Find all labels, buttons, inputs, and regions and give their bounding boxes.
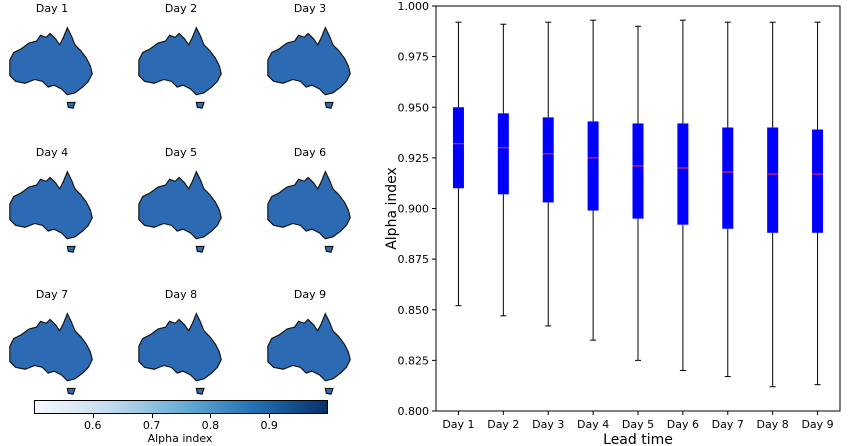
tasmania bbox=[66, 387, 76, 395]
map-title-9: Day 9 bbox=[293, 288, 327, 301]
colorbar-tick-label: 0.9 bbox=[260, 419, 278, 432]
box-iqr bbox=[542, 117, 554, 203]
y-tick-label: 0.825 bbox=[398, 354, 430, 367]
y-axis-label: Alpha index bbox=[384, 167, 400, 250]
x-axis-label: Lead time bbox=[603, 432, 673, 446]
boxplot-chart: 0.800 0.825 0.850 0.875 0.900 0.925 0.950 0.975… bbox=[384, 0, 841, 446]
map-title-7: Day 7 bbox=[35, 288, 69, 301]
tasmania bbox=[66, 101, 76, 109]
y-tick-label: 0.975 bbox=[398, 51, 430, 64]
tasmania bbox=[324, 101, 334, 109]
colorbar-tick-mark bbox=[210, 414, 212, 418]
tasmania bbox=[195, 245, 205, 253]
x-tick-label: Day 1 bbox=[442, 418, 474, 431]
colorbar-tick-label: 0.8 bbox=[201, 419, 220, 432]
mainland bbox=[138, 312, 222, 382]
colorbar bbox=[34, 400, 328, 414]
x-tick-label: Day 7 bbox=[712, 418, 744, 431]
australia-map-6 bbox=[267, 170, 351, 253]
box-iqr bbox=[722, 127, 734, 229]
box-iqr bbox=[812, 129, 824, 233]
box-iqr bbox=[767, 127, 779, 233]
y-tick-label: 0.875 bbox=[398, 253, 430, 266]
colorbar-tick-mark bbox=[151, 414, 153, 418]
maps-panel: Day 1 Day 2 Day 3 Day 4 Day 5 Day 6 Day 7 Day 8… bbox=[0, 0, 390, 446]
mainland bbox=[267, 170, 351, 240]
colorbar-tick-label: 0.7 bbox=[142, 419, 161, 432]
mainland bbox=[9, 170, 93, 240]
map-title-3: Day 3 bbox=[293, 2, 327, 15]
mainland bbox=[267, 312, 351, 382]
colorbar-tick-label: 0.6 bbox=[84, 419, 102, 432]
map-title-6: Day 6 bbox=[293, 146, 327, 159]
australia-map-4 bbox=[9, 170, 93, 253]
australia-map-3 bbox=[267, 26, 351, 109]
tasmania bbox=[324, 245, 334, 253]
map-title-5: Day 5 bbox=[164, 146, 198, 159]
y-tick-label: 0.925 bbox=[398, 152, 430, 165]
box-iqr bbox=[677, 123, 689, 225]
tasmania bbox=[195, 387, 205, 395]
mainland bbox=[9, 312, 93, 382]
y-tick-label: 0.850 bbox=[398, 304, 430, 317]
australia-map-2 bbox=[138, 26, 222, 109]
australia-map-7 bbox=[9, 312, 93, 395]
mainland bbox=[9, 26, 93, 96]
mainland bbox=[267, 26, 351, 96]
mainland bbox=[138, 26, 222, 96]
box-iqr bbox=[452, 107, 464, 189]
tasmania bbox=[195, 101, 205, 109]
box-iqr bbox=[497, 113, 509, 195]
australia-map-9 bbox=[267, 312, 351, 395]
x-tick-label: Day 2 bbox=[487, 418, 519, 431]
y-tick-label: 1.000 bbox=[398, 0, 430, 13]
map-title-8: Day 8 bbox=[164, 288, 198, 301]
mainland bbox=[138, 170, 222, 240]
x-tick-label: Day 3 bbox=[532, 418, 564, 431]
x-tick-label: Day 8 bbox=[757, 418, 789, 431]
x-tick-label: Day 9 bbox=[801, 418, 833, 431]
y-tick-label: 0.950 bbox=[398, 101, 430, 114]
australia-map-5 bbox=[138, 170, 222, 253]
tasmania bbox=[66, 245, 76, 253]
box-iqr bbox=[632, 123, 644, 219]
box-iqr bbox=[587, 121, 599, 211]
x-tick-label: Day 5 bbox=[622, 418, 654, 431]
australia-map-8 bbox=[138, 312, 222, 395]
x-tick-label: Day 6 bbox=[667, 418, 699, 431]
colorbar-label: Alpha index bbox=[147, 432, 213, 445]
map-title-1: Day 1 bbox=[35, 2, 69, 15]
colorbar-tick-mark bbox=[269, 414, 271, 418]
x-tick-label: Day 4 bbox=[577, 418, 609, 431]
map-title-2: Day 2 bbox=[164, 2, 198, 15]
australia-map-1 bbox=[9, 26, 93, 109]
colorbar-tick-mark bbox=[92, 414, 94, 418]
y-tick-label: 0.800 bbox=[398, 405, 430, 418]
y-tick-label: 0.900 bbox=[398, 203, 430, 216]
map-title-4: Day 4 bbox=[35, 146, 69, 159]
tasmania bbox=[324, 387, 334, 395]
